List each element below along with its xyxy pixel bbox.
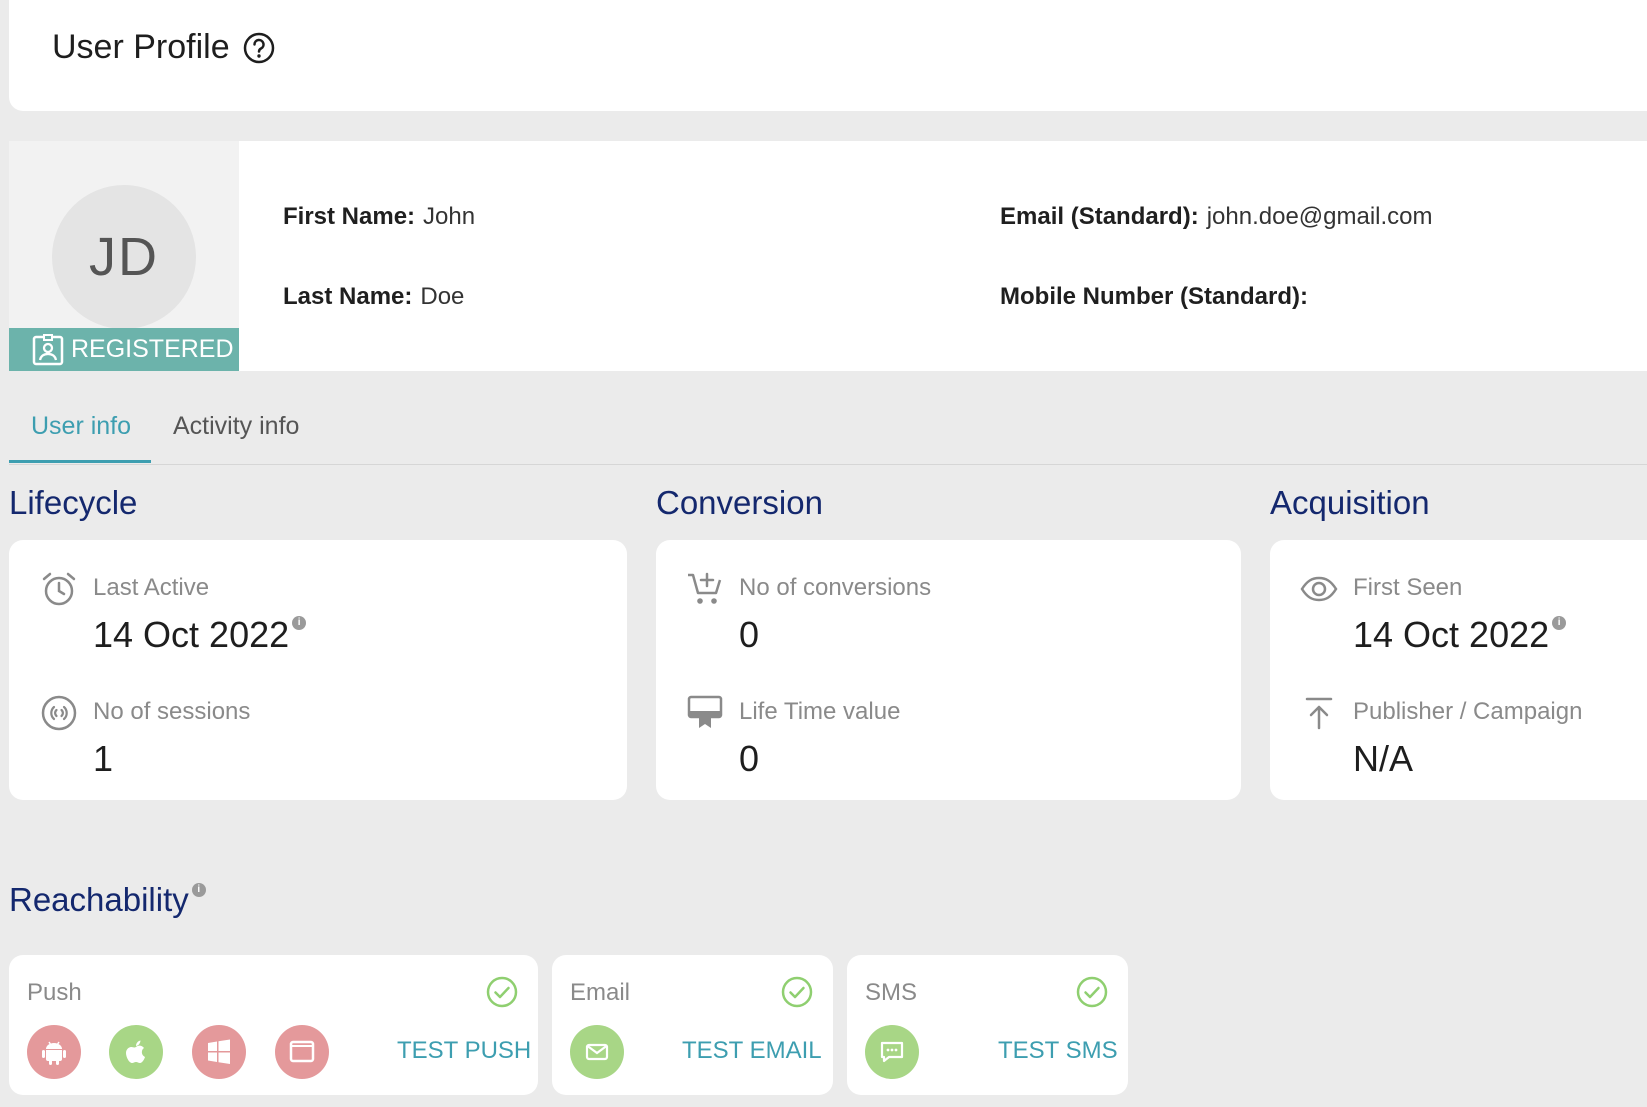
status-badge-label: REGISTERED [71,335,234,363]
apple-icon[interactable] [109,1025,163,1079]
lifecycle-title: Lifecycle [9,484,138,521]
push-channel-card: Push TEST PUSH [9,955,538,1095]
conversion-card: No of conversions 0 Life Time value 0 [656,540,1241,800]
id-badge-icon [31,333,65,367]
test-email-button[interactable]: TEST EMAIL [682,1037,822,1064]
signal-icon [40,694,78,732]
profile-tabs: User info Activity info [9,400,1647,465]
first-name-label: First Name: [283,203,416,230]
browser-icon[interactable] [275,1025,329,1079]
conversion-title: Conversion [656,484,823,521]
page-title-row: User Profile [52,28,276,67]
email-label: Email (Standard): [1000,203,1199,230]
lifecycle-card: Last Active 14 Oct 2022 i No of sessions … [9,540,627,800]
profile-card: JD REGISTERED First Name: John Last Name:… [9,141,1647,371]
first-seen-label: First Seen [1353,574,1463,601]
mobile-label: Mobile Number (Standard): [1000,283,1309,310]
sessions-value: 1 [93,738,114,779]
test-sms-button[interactable]: TEST SMS [998,1037,1118,1064]
email-field: Email (Standard): john.doe@gmail.com [1000,203,1433,231]
ltv-label: Life Time value [739,698,901,725]
reachability-title-row: Reachability i [9,881,206,919]
info-icon[interactable]: i [191,883,206,897]
ltv-value: 0 [739,738,760,779]
question-circle-icon[interactable] [242,31,276,65]
page-header: User Profile [9,0,1647,111]
tab-activity-info[interactable]: Activity info [173,412,300,440]
upload-arrow-icon [1300,694,1338,732]
email-channel-card: Email TEST EMAIL [552,955,833,1095]
acquisition-title: Acquisition [1270,484,1430,521]
last-active-label: Last Active [93,574,210,601]
publisher-label: Publisher / Campaign [1353,698,1583,725]
info-icon[interactable]: i [1552,616,1567,630]
check-circle-icon [780,975,814,1009]
eye-icon [1300,570,1338,608]
info-icon[interactable]: i [292,616,307,630]
first-name-value: John [423,203,476,230]
sms-title: SMS [865,979,918,1006]
first-seen-value: 14 Oct 2022 [1353,614,1550,655]
cart-plus-icon [686,570,724,608]
push-title: Push [27,979,82,1006]
avatar-panel: JD REGISTERED [9,141,239,371]
windows-icon[interactable] [192,1025,246,1079]
test-push-button[interactable]: TEST PUSH [397,1037,532,1064]
last-name-value: Doe [420,283,465,310]
avatar: JD [52,185,196,329]
last-name-field: Last Name: Doe [283,283,464,311]
sms-channel-card: SMS TEST SMS [847,955,1128,1095]
last-name-label: Last Name: [283,283,413,310]
first-name-field: First Name: John [283,203,475,231]
first-seen-value-wrap: 14 Oct 2022 i [1353,614,1567,656]
chat-bubble-icon[interactable] [865,1025,919,1079]
reachability-title: Reachability [9,881,189,918]
envelope-icon[interactable] [570,1025,624,1079]
last-active-value-wrap: 14 Oct 2022 i [93,614,307,656]
page-title: User Profile [52,28,230,66]
email-title: Email [570,979,631,1006]
tab-user-info[interactable]: User info [31,412,132,440]
publisher-value: N/A [1353,738,1414,779]
alarm-clock-icon [40,570,78,608]
conversions-value: 0 [739,614,760,655]
check-circle-icon [1075,975,1109,1009]
conversions-label: No of conversions [739,574,932,601]
check-circle-icon [485,975,519,1009]
android-icon[interactable] [27,1025,81,1079]
status-badge: REGISTERED [9,328,239,371]
mobile-field: Mobile Number (Standard): [1000,283,1316,311]
sessions-label: No of sessions [93,698,251,725]
register-icon [686,694,724,732]
active-tab-indicator [9,460,151,463]
email-value: john.doe@gmail.com [1206,203,1433,230]
last-active-value: 14 Oct 2022 [93,614,290,655]
acquisition-card: First Seen 14 Oct 2022 i Publisher / Camp… [1270,540,1647,800]
